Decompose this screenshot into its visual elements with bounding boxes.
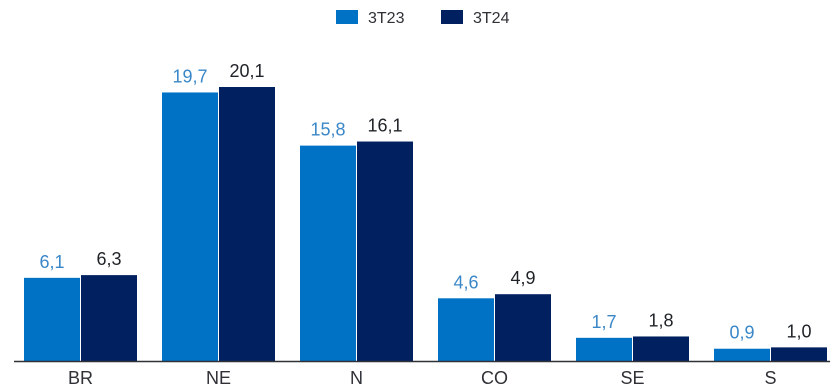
legend-swatch-3T23 (336, 10, 358, 24)
value-label-3T24-NE: 20,1 (229, 61, 264, 81)
bar-3T24-SE (633, 336, 689, 361)
bar-3T23-BR (24, 277, 80, 361)
value-labels: 6,1 6,3 19,7 20,1 15,8 16,1 4,6 4,9 1,7 1,8 0,9 1,0 (39, 61, 811, 343)
bars (24, 87, 827, 362)
value-label-3T24-SE: 1,8 (648, 310, 673, 330)
x-tick-labels: BR NE N CO SE S (68, 368, 777, 388)
x-tick-label-SE: SE (620, 368, 644, 388)
bar-3T24-BR (81, 275, 137, 361)
value-label-3T24-CO: 4,9 (510, 268, 535, 288)
value-label-3T24-S: 1,0 (786, 321, 811, 341)
x-tick-label-CO: CO (481, 368, 508, 388)
legend-swatch-3T24 (441, 10, 463, 24)
value-label-3T23-NE: 19,7 (172, 66, 207, 86)
bar-3T23-N (300, 145, 356, 361)
bar-3T24-N (357, 141, 413, 361)
value-label-3T24-BR: 6,3 (96, 249, 121, 269)
bar-3T24-NE (219, 87, 275, 361)
value-label-3T23-BR: 6,1 (39, 252, 64, 272)
legend: 3T23 3T24 (336, 10, 510, 27)
x-tick-label-N: N (350, 368, 363, 388)
bar-3T24-CO (495, 294, 551, 361)
x-tick-label-S: S (764, 368, 776, 388)
x-tick-label-NE: NE (206, 368, 231, 388)
value-label-3T23-SE: 1,7 (591, 312, 616, 332)
legend-label-3T24: 3T24 (473, 10, 510, 27)
bar-3T24-S (771, 347, 827, 361)
value-label-3T23-S: 0,9 (729, 323, 754, 343)
x-tick-label-BR: BR (68, 368, 93, 388)
legend-label-3T23: 3T23 (368, 10, 405, 27)
bar-3T23-NE (162, 92, 218, 362)
bar-3T23-CO (438, 298, 494, 361)
bar-3T23-SE (576, 337, 632, 361)
value-label-3T24-N: 16,1 (367, 116, 402, 136)
value-label-3T23-N: 15,8 (310, 120, 345, 140)
value-label-3T23-CO: 4,6 (453, 272, 478, 292)
bar-3T23-S (714, 348, 770, 361)
